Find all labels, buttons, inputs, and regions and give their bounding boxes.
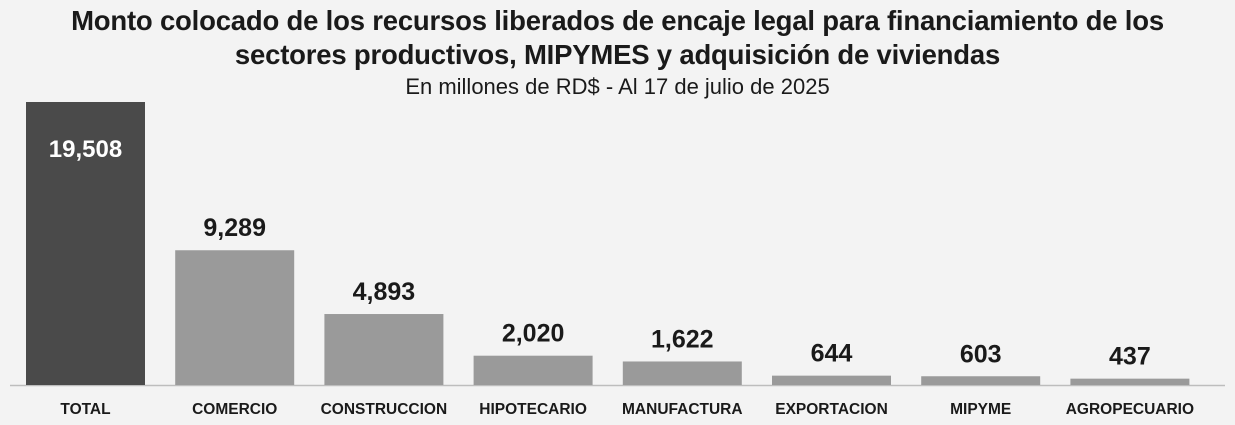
bar-agropecuario (1070, 378, 1190, 385)
bar-hipotecario (473, 355, 593, 385)
value-label-hipotecario: 2,020 (502, 320, 565, 348)
value-label-total: 19,508 (49, 136, 122, 163)
category-label-total: TOTAL (60, 401, 110, 418)
category-label-manufactura: MANUFACTURA (622, 401, 743, 418)
bar-manufactura (622, 361, 742, 385)
chart-title-line-1: Monto colocado de los recursos liberados… (71, 5, 1164, 36)
value-label-exportacion: 644 (811, 340, 853, 368)
bar-comercio (175, 250, 295, 385)
category-label-hipotecario: HIPOTECARIO (479, 401, 587, 418)
bar-exportacion (772, 375, 891, 385)
chart-title-line-2: sectores productivos, MIPYMES y adquisic… (234, 39, 1001, 70)
bar-construccion (324, 314, 444, 385)
category-label-agropecuario: AGROPECUARIO (1066, 401, 1194, 418)
category-label-comercio: COMERCIO (192, 401, 277, 418)
bar-mipyme (921, 376, 1041, 385)
value-label-comercio: 9,289 (203, 214, 266, 242)
chart-title: Monto colocado de los recursos liberados… (0, 4, 1235, 72)
category-label-mipyme: MIPYME (950, 401, 1011, 418)
bar-total (26, 102, 145, 385)
category-label-exportacion: EXPORTACION (775, 401, 888, 418)
value-label-agropecuario: 437 (1109, 343, 1151, 371)
value-label-manufactura: 1,622 (651, 325, 714, 353)
value-label-mipyme: 603 (960, 340, 1002, 368)
category-label-construccion: CONSTRUCCION (321, 401, 448, 418)
chart-subtitle: En millones de RD$ - Al 17 de julio de 2… (405, 74, 830, 99)
value-label-construccion: 4,893 (353, 278, 416, 306)
